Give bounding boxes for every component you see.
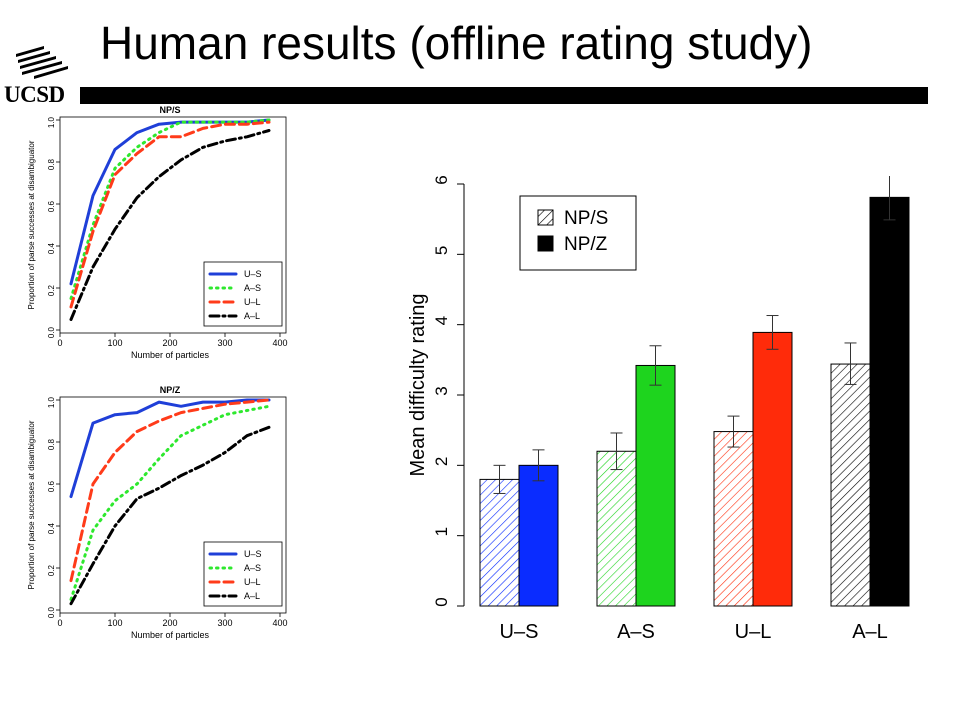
page-title: Human results (offline rating study) bbox=[100, 17, 813, 69]
chart2-y-tick-label: 0 bbox=[432, 597, 451, 606]
chart0-title: NP/S bbox=[159, 105, 180, 115]
chart0-legend-label-0: U–S bbox=[244, 269, 262, 279]
chart1-x-tick-label: 300 bbox=[217, 618, 232, 628]
chart1-x-tick-label: 100 bbox=[107, 618, 122, 628]
chart0-y-tick-label: 0.6 bbox=[47, 200, 56, 212]
chart2-bar-3-0 bbox=[830, 363, 871, 607]
chart1-y-tick-label: 0.6 bbox=[47, 480, 56, 492]
chart0-x-tick-label: 100 bbox=[107, 338, 122, 348]
chart1-x-tick-label: 0 bbox=[57, 618, 62, 628]
title-divider bbox=[80, 87, 928, 104]
chart1-y-tick-label: 0.0 bbox=[47, 606, 56, 618]
chart2-legend-box bbox=[519, 195, 637, 271]
chart0-legend-label-2: U–L bbox=[244, 297, 261, 307]
chart0-y-tick-label: 0.2 bbox=[47, 284, 56, 296]
chart1-series-line-0 bbox=[69, 398, 271, 499]
chart2-category-label-1: A–S bbox=[617, 621, 655, 643]
chart0-x-tick-label: 300 bbox=[217, 338, 232, 348]
chart0-y-tick-label: 0.8 bbox=[47, 158, 56, 170]
chart1-series-line-1 bbox=[69, 404, 271, 601]
chart1-series-line-3 bbox=[69, 425, 271, 606]
chart2-legend-swatch-1 bbox=[537, 235, 554, 252]
chart2-y-tick-label: 6 bbox=[432, 176, 451, 185]
chart1-y-axis-label: Proportion of parse successes at disambi… bbox=[27, 420, 36, 589]
chart0-legend-label-3: A–L bbox=[244, 311, 260, 321]
chart1-plot-frame bbox=[59, 396, 287, 614]
chart2-legend-swatch-0 bbox=[537, 209, 554, 226]
chart2-bar-3-1 bbox=[869, 196, 910, 607]
chart0-x-tick-label: 200 bbox=[162, 338, 177, 348]
chart0-y-tick-label: 0.0 bbox=[47, 326, 56, 338]
chart1-legend-label-1: A–S bbox=[244, 563, 261, 573]
chart1-series-line-2 bbox=[69, 398, 271, 583]
chart2-bar-2-0 bbox=[713, 431, 754, 607]
chart2-legend-label-1: NP/Z bbox=[564, 234, 608, 255]
chart0-series-line-2 bbox=[69, 120, 271, 309]
chart0-legend-label-1: A–S bbox=[244, 283, 261, 293]
chart0-series-line-3 bbox=[69, 129, 271, 321]
chart1-x-axis-label: Number of particles bbox=[131, 630, 210, 640]
chart1-legend-label-0: U–S bbox=[244, 549, 262, 559]
chart2-legend-label-0: NP/S bbox=[564, 208, 608, 229]
chart1-x-tick-label: 200 bbox=[162, 618, 177, 628]
chart2-bar-1-0 bbox=[596, 450, 637, 607]
chart2-category-label-2: U–L bbox=[735, 621, 772, 643]
bar-chart-difficulty: 0 1 2 3 4 5 6 Mean difficulty rating U–S A–S U–L A–… bbox=[407, 176, 910, 643]
chart1-y-tick-label: 0.4 bbox=[47, 522, 56, 534]
chart1-y-tick-label: 0.8 bbox=[47, 438, 56, 450]
chart0-y-tick-label: 0.4 bbox=[47, 242, 56, 254]
chart0-y-axis-label: Proportion of parse successes at disambi… bbox=[27, 140, 36, 309]
chart2-category-label-3: A–L bbox=[852, 621, 888, 643]
chart1-y-tick-label: 1.0 bbox=[47, 396, 56, 408]
chart0-plot-frame bbox=[59, 116, 287, 334]
line-chart-nps: NP/S 0 100 200 300 400 0.0 0.2 0.4 0.6 0.8 1.0 Numbe… bbox=[27, 105, 288, 360]
chart1-legend-label-2: U–L bbox=[244, 577, 261, 587]
logo-text: UCSD bbox=[4, 82, 65, 107]
chart2-y-tick-label: 1 bbox=[432, 527, 451, 536]
chart2-bar-0-0 bbox=[479, 478, 520, 607]
line-chart-npz: NP/Z 0 100 200 300 400 0.0 0.2 0.4 0.6 0.8 1.0 Numbe… bbox=[27, 385, 288, 640]
chart0-y-tick-label: 1.0 bbox=[47, 116, 56, 128]
chart2-bar-1-1 bbox=[635, 364, 676, 607]
chart2-y-axis-label: Mean difficulty rating bbox=[407, 293, 429, 476]
chart2-y-tick-label: 3 bbox=[432, 386, 451, 395]
chart0-x-tick-label: 400 bbox=[272, 338, 287, 348]
chart2-category-label-0: U–S bbox=[500, 621, 539, 643]
chart2-bar-2-1 bbox=[752, 331, 793, 607]
chart2-y-tick-label: 4 bbox=[432, 316, 451, 325]
chart1-title: NP/Z bbox=[160, 385, 181, 395]
ucsd-logo-icon bbox=[16, 46, 68, 79]
chart2-y-tick-label: 2 bbox=[432, 457, 451, 466]
chart2-y-tick-label: 5 bbox=[432, 246, 451, 255]
chart0-series-line-0 bbox=[69, 118, 271, 286]
chart1-legend-label-3: A–L bbox=[244, 591, 260, 601]
chart0-x-axis-label: Number of particles bbox=[131, 350, 210, 360]
chart0-series-line-1 bbox=[69, 118, 271, 300]
chart1-x-tick-label: 400 bbox=[272, 618, 287, 628]
chart2-bar-0-1 bbox=[518, 464, 559, 607]
chart0-x-tick-label: 0 bbox=[57, 338, 62, 348]
chart1-y-tick-label: 0.2 bbox=[47, 564, 56, 576]
